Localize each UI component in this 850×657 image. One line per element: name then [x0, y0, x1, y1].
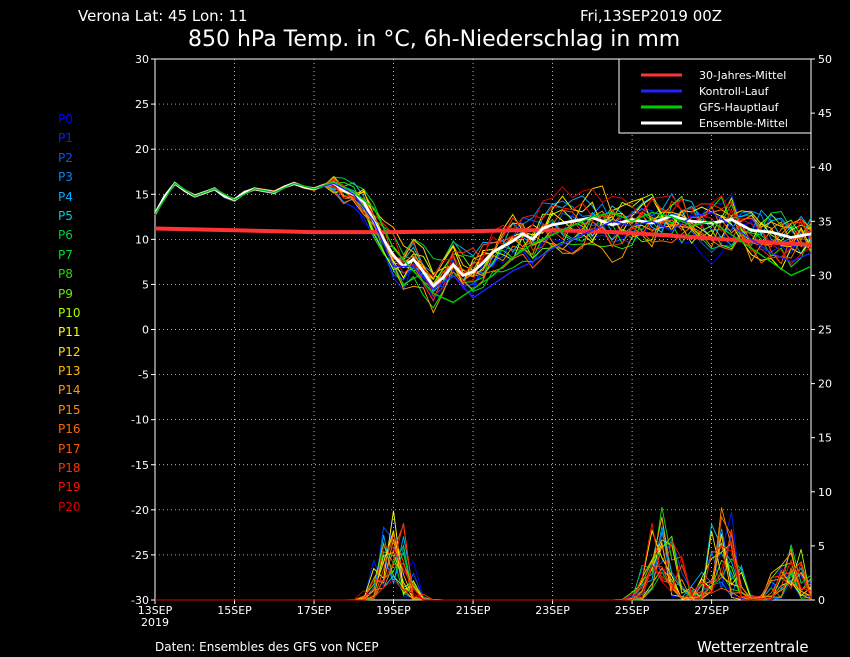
- legend-label: GFS-Hauptlauf: [699, 101, 780, 114]
- precipitation-member-line: [155, 539, 812, 601]
- member-label: P14: [58, 383, 81, 398]
- ensemble-lines: [154, 175, 812, 314]
- y-tick-label: -15: [131, 459, 149, 472]
- y2-tick-label: 5: [818, 540, 825, 553]
- member-label: P20: [58, 499, 81, 514]
- member-label: P10: [58, 305, 81, 320]
- member-label: P11: [58, 325, 81, 340]
- x-tick-label: 17SEP: [297, 604, 332, 617]
- member-label: P8: [58, 267, 73, 282]
- x-tick-label: 27SEP: [694, 604, 729, 617]
- y2-tick-label: 45: [818, 107, 832, 120]
- precipitation-lines: [155, 506, 812, 601]
- y-tick-label: -30: [131, 594, 149, 607]
- y2-tick-label: 10: [818, 486, 832, 499]
- y-tick-label: -10: [131, 414, 149, 427]
- y2-tick-label: 20: [818, 378, 832, 391]
- y-tick-label: -25: [131, 549, 149, 562]
- y-tick-label: 20: [135, 143, 149, 156]
- member-label: P13: [58, 364, 81, 379]
- member-label: P5: [58, 208, 73, 223]
- member-label: P1: [58, 131, 73, 146]
- brand-name: Wetterzentrale: [697, 638, 809, 656]
- member-label: P16: [58, 422, 81, 437]
- member-label: P15: [58, 402, 81, 417]
- series-30-jahres-mittel: [154, 226, 812, 247]
- x-tick-label: 23SEP: [535, 604, 570, 617]
- member-label: P12: [58, 344, 81, 359]
- y-tick-label: -20: [131, 504, 149, 517]
- y-tick-label: 10: [135, 233, 149, 246]
- x-tick-label: 19SEP: [376, 604, 411, 617]
- run-timestamp: Fri,13SEP2019 00Z: [580, 7, 722, 25]
- grid-lines: [155, 59, 811, 600]
- legend-label: Kontroll-Lauf: [699, 85, 770, 98]
- y-tick-label: -5: [138, 369, 149, 382]
- legend-label: Ensemble-Mittel: [699, 117, 788, 130]
- member-label: P19: [58, 480, 81, 495]
- series-gfs-hauptlauf: [154, 180, 812, 304]
- main-series: [153, 180, 812, 304]
- member-label: P17: [58, 441, 81, 456]
- member-label: P9: [58, 286, 73, 301]
- member-label: P4: [58, 189, 73, 204]
- legend: 30-Jahres-Mittel Kontroll-Lauf GFS-Hauptla…: [618, 58, 812, 134]
- y-tick-label: 30: [135, 53, 149, 66]
- x-tick-label: 21SEP: [456, 604, 491, 617]
- axes: 302520151050-5-10-15-20-25-3050454035302…: [131, 53, 832, 629]
- chart-title: 850 hPa Temp. in °C, 6h-Niederschlag in …: [188, 27, 680, 52]
- y-tick-label: 15: [135, 188, 149, 201]
- location-line: Verona Lat: 45 Lon: 11: [78, 7, 248, 25]
- y2-tick-label: 40: [818, 161, 832, 174]
- member-label: P0: [58, 112, 73, 126]
- y2-tick-label: 35: [818, 215, 832, 228]
- legend-box: [618, 58, 812, 134]
- y-tick-label: 0: [142, 324, 149, 337]
- y2-tick-label: 0: [818, 594, 825, 607]
- x-year-label: 2019: [141, 616, 169, 629]
- member-label: P7: [58, 247, 73, 262]
- member-label: P6: [58, 228, 73, 243]
- x-tick-label: 25SEP: [615, 604, 650, 617]
- x-tick-label: 15SEP: [217, 604, 252, 617]
- data-source: Daten: Ensembles des GFS von NCEP: [155, 640, 379, 654]
- ensemble-member-line: [154, 182, 812, 302]
- y2-tick-label: 50: [818, 53, 832, 66]
- member-list: P0 P1 P2 P3 P4 P5 P6 P7 P8 P9 P10 P11 P12 P13 P14 P15 P1…: [58, 110, 81, 517]
- y2-tick-label: 15: [818, 432, 832, 445]
- member-label: P18: [58, 461, 81, 476]
- member-label: P2: [58, 150, 73, 165]
- member-label: P3: [58, 170, 73, 185]
- y2-tick-label: 30: [818, 269, 832, 282]
- legend-label: 30-Jahres-Mittel: [699, 69, 786, 82]
- y2-tick-label: 25: [818, 324, 832, 337]
- y-tick-label: 5: [142, 278, 149, 291]
- x-tick-label: 13SEP: [138, 604, 173, 617]
- y-tick-label: 25: [135, 98, 149, 111]
